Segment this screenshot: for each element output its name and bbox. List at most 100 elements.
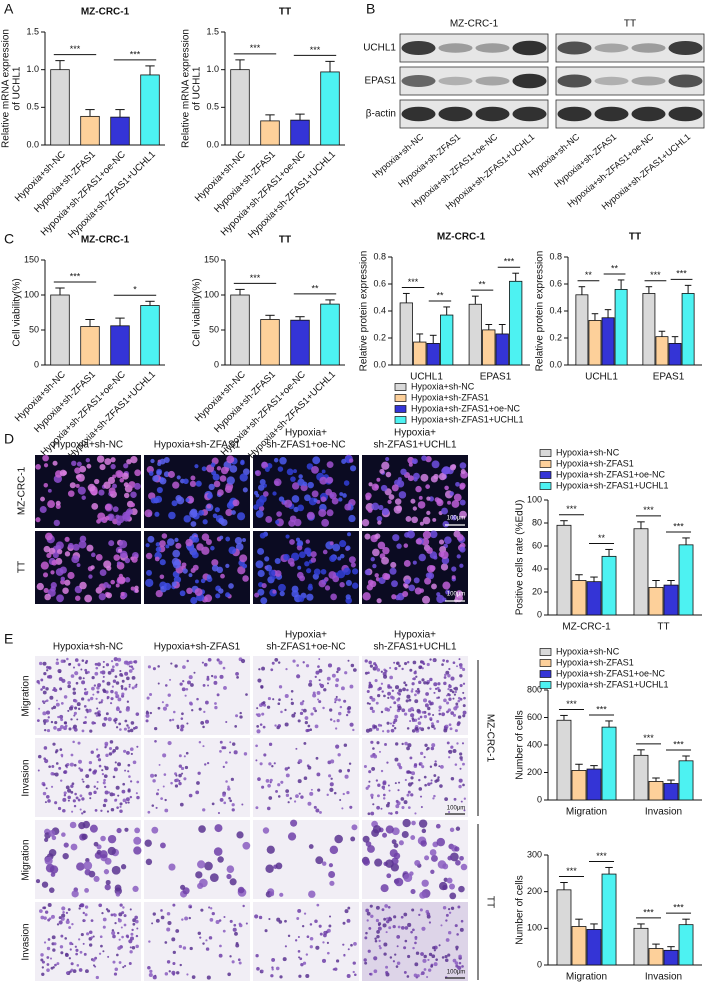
cell (228, 797, 231, 800)
cell (295, 747, 298, 750)
cell (460, 919, 464, 923)
cell (78, 968, 83, 972)
cell (157, 461, 162, 467)
cell (314, 675, 317, 679)
blot-band (668, 41, 703, 55)
cell (188, 793, 193, 798)
cell (462, 704, 466, 708)
cell (172, 549, 181, 558)
cell (389, 567, 397, 575)
cell (219, 797, 224, 802)
cell (120, 926, 123, 929)
cell (60, 718, 64, 722)
cell (44, 910, 49, 914)
cell (113, 767, 118, 772)
cell (55, 661, 60, 666)
bar (681, 293, 695, 366)
cell (412, 459, 417, 464)
cell (102, 688, 106, 692)
cell (427, 782, 431, 786)
cell (212, 513, 218, 519)
cell (130, 932, 134, 936)
cell (183, 515, 191, 523)
cell (442, 906, 447, 910)
cell (293, 712, 297, 715)
cell (374, 533, 381, 539)
cell (238, 961, 242, 965)
cell (254, 592, 260, 598)
cell (110, 463, 116, 470)
cell (130, 586, 135, 591)
cell (426, 510, 431, 516)
cell (83, 810, 86, 814)
y-axis-label: Cell viability(%) (192, 278, 203, 346)
cell (178, 764, 183, 768)
cell (157, 706, 161, 710)
cell (119, 802, 123, 806)
cell (278, 698, 281, 702)
cell (298, 474, 303, 479)
cell (104, 766, 109, 771)
cell (164, 684, 168, 687)
cell (150, 497, 157, 504)
cell (394, 714, 399, 719)
bar (556, 719, 572, 801)
cell (421, 765, 425, 769)
cell (304, 547, 312, 555)
cell (103, 778, 106, 782)
cell (111, 929, 115, 932)
cell (46, 956, 50, 959)
cell (257, 777, 261, 781)
cell (335, 678, 340, 682)
cell (258, 484, 265, 491)
cell (194, 464, 199, 469)
cell (72, 969, 77, 973)
cell (47, 938, 51, 941)
cell (165, 544, 170, 549)
cell (298, 974, 302, 978)
cell (94, 965, 97, 968)
cell (60, 934, 64, 938)
cell (406, 694, 411, 699)
cell (128, 939, 133, 944)
cell (94, 671, 99, 676)
cell (219, 944, 222, 948)
cell (423, 954, 427, 959)
cell (76, 563, 81, 567)
y-tick-label: 0.5 (26, 102, 39, 112)
cell (407, 954, 411, 959)
cell (253, 490, 259, 495)
cell (454, 686, 459, 691)
cell (278, 583, 286, 592)
cell (342, 792, 345, 796)
y-axis-label: Cell viability(%) (12, 278, 23, 346)
cell (146, 696, 150, 700)
cell (242, 904, 245, 908)
cell (103, 785, 107, 789)
cell (99, 671, 103, 674)
cell (129, 780, 133, 783)
cell (50, 872, 56, 877)
cell (135, 934, 139, 938)
cell (91, 721, 95, 725)
cell (63, 727, 66, 730)
y-tick-label: 100 (24, 289, 39, 299)
cell (100, 835, 106, 842)
cell (318, 658, 321, 660)
cell (352, 728, 355, 732)
cell (181, 918, 184, 921)
cell (374, 939, 378, 943)
cell (316, 903, 320, 907)
cell (262, 491, 269, 497)
cell (151, 922, 154, 925)
cell (86, 463, 92, 469)
cell (103, 723, 106, 726)
cell (456, 742, 459, 745)
cell (210, 907, 213, 910)
cell (98, 952, 102, 955)
cell (123, 492, 130, 499)
cell (439, 784, 443, 788)
cell (225, 508, 233, 517)
cell (125, 934, 129, 938)
cell (118, 938, 121, 941)
